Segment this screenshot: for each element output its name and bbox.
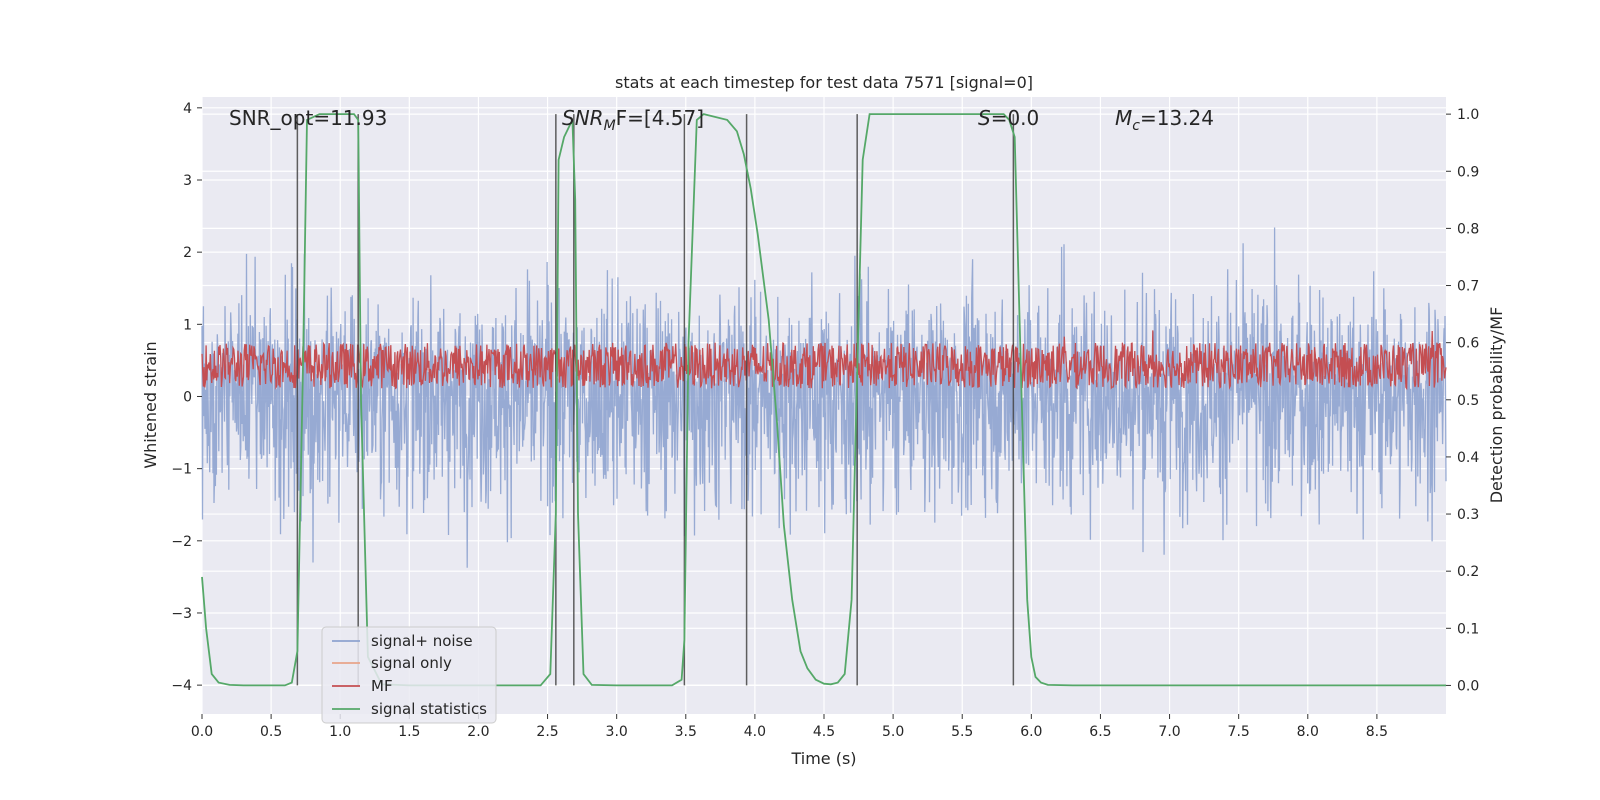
x-axis-label: Time (s): [790, 749, 856, 768]
legend-label-3: signal statistics: [371, 700, 487, 718]
mc-label: M: [1115, 106, 1132, 130]
right-y-axis-label: Detection probability/MF: [1487, 307, 1506, 504]
snr-mf-value: F=[4.57]: [616, 106, 704, 130]
right-y-axis-ticks: 1.0 0.9 0.8 0.7 0.6 0.5 0.4 0.3 0.2 0.1 0.0: [1446, 107, 1479, 694]
legend-label-2: MF: [371, 677, 393, 695]
right-y-tick-label: 0.7: [1457, 279, 1479, 295]
right-y-tick-label: 0.0: [1457, 678, 1479, 694]
s-label: S: [978, 106, 991, 130]
x-tick-label: 1.0: [329, 724, 351, 740]
x-axis-ticks: 0.0 0.5 1.0 1.5 2.0 2.5 3.0 3.5 4.0 4.5 5.0 5.5 6.0 6…: [191, 714, 1388, 740]
chart-title: stats at each timestep for test data 757…: [615, 73, 1033, 92]
y-tick-label: −3: [171, 606, 192, 622]
signal-statistics-series: [201, 113, 1446, 687]
x-tick-label: 3.0: [606, 724, 628, 740]
x-tick-label: 8.5: [1366, 724, 1388, 740]
y-tick-label: 2: [183, 245, 192, 261]
signal-statistics-line: [201, 113, 1446, 687]
right-y-tick-label: 0.4: [1457, 450, 1479, 466]
y-tick-label: 4: [183, 101, 192, 117]
right-y-tick-label: 1.0: [1457, 107, 1479, 123]
legend: signal+ noise signal only MF signal stat…: [321, 626, 497, 724]
y-tick-label: −1: [171, 462, 192, 478]
x-tick-label: 6.0: [1020, 724, 1042, 740]
y-axis-label: Whitened strain: [141, 341, 160, 468]
right-y-tick-label: 0.1: [1457, 621, 1479, 637]
x-tick-label: 0.0: [191, 724, 213, 740]
right-y-tick-label: 0.2: [1457, 564, 1479, 580]
legend-label-0: signal+ noise: [371, 632, 473, 650]
x-tick-label: 2.5: [536, 724, 558, 740]
right-y-tick-label: 0.3: [1457, 507, 1479, 523]
right-y-tick-label: 0.6: [1457, 336, 1479, 352]
y-tick-label: 3: [183, 173, 192, 189]
right-y-tick-label: 0.8: [1457, 221, 1479, 237]
y-tick-label: −2: [171, 534, 192, 550]
snr-mf-label: SNR: [562, 106, 604, 130]
y-tick-label: 1: [183, 317, 192, 333]
mf-line: [201, 330, 1447, 391]
vertical-markers: [296, 114, 1015, 686]
snr-mf-sub: M: [604, 118, 616, 134]
x-tick-label: 8.0: [1297, 724, 1319, 740]
y-tick-label: −4: [171, 678, 192, 694]
right-y-tick-label: 0.5: [1457, 393, 1479, 409]
annotation-snr-mf: SNRMF=[4.57]: [562, 106, 704, 134]
x-tick-label: 5.0: [882, 724, 904, 740]
x-tick-label: 4.5: [813, 724, 835, 740]
y-axis-ticks: 4 3 2 1 0 −1 −2 −3 −4: [171, 101, 202, 694]
x-tick-label: 1.5: [398, 724, 420, 740]
x-tick-label: 7.0: [1158, 724, 1180, 740]
x-tick-label: 7.5: [1228, 724, 1250, 740]
x-tick-label: 3.5: [675, 724, 697, 740]
x-tick-label: 5.5: [951, 724, 973, 740]
x-tick-label: 0.5: [260, 724, 282, 740]
annotation-snr-opt: SNR_opt=11.93: [229, 106, 387, 130]
s-value: =0.0: [991, 106, 1040, 130]
mf-series: [201, 330, 1447, 391]
x-tick-label: 4.0: [744, 724, 766, 740]
right-y-tick-label: 0.9: [1457, 164, 1479, 180]
mc-sub: c: [1132, 118, 1140, 134]
y-tick-label: 0: [183, 389, 192, 405]
x-tick-label: 2.0: [467, 724, 489, 740]
mc-value: =13.24: [1140, 106, 1214, 130]
x-tick-label: 6.5: [1089, 724, 1111, 740]
annotation-s: S=0.0: [978, 106, 1039, 130]
legend-label-1: signal only: [371, 654, 452, 672]
legend-box: [321, 626, 497, 724]
annotation-mc: Mc=13.24: [1115, 106, 1214, 134]
